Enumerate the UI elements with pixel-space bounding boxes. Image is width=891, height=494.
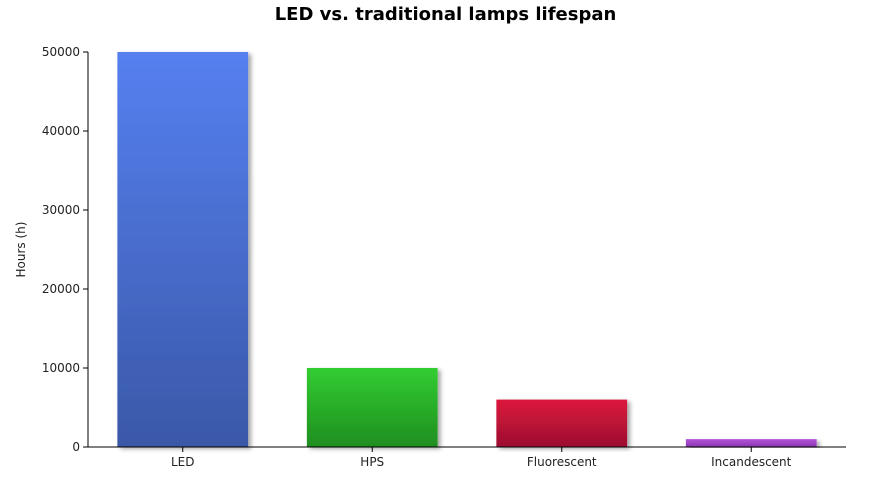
- y-tick-label: 20000: [42, 282, 80, 296]
- chart-title: LED vs. traditional lamps lifespan: [274, 4, 617, 25]
- bar-hps: [306, 368, 438, 447]
- y-tick-label: 0: [72, 440, 80, 454]
- bars-group: [117, 52, 817, 447]
- y-tick-label: 10000: [42, 361, 80, 375]
- y-ticks-group: 0 10000 20000 30000 40000 50000: [42, 45, 88, 454]
- bar-led: [117, 52, 249, 447]
- y-tick-label: 30000: [42, 203, 80, 217]
- bar-incandescent: [685, 439, 817, 447]
- x-tick-label: Fluorescent: [527, 455, 597, 469]
- x-tick-label: HPS: [360, 455, 384, 469]
- bar-fluorescent: [496, 399, 628, 447]
- x-tick-label: Incandescent: [711, 455, 792, 469]
- y-tick-label: 50000: [42, 45, 80, 59]
- x-tick-label: LED: [171, 455, 195, 469]
- y-tick-label: 40000: [42, 124, 80, 138]
- y-axis-title: Hours (h): [14, 222, 28, 278]
- x-ticks-group: LED HPS Fluorescent Incandescent: [171, 447, 792, 469]
